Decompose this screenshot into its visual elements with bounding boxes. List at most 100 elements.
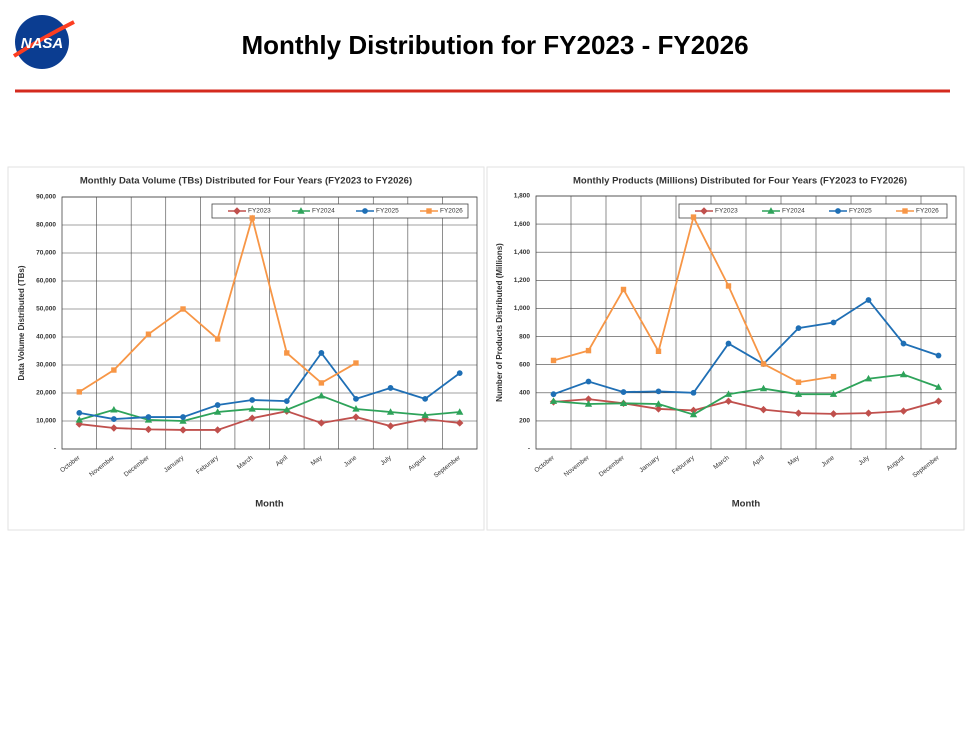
y-tick-label: 60,000 — [36, 278, 56, 285]
marker — [725, 283, 732, 289]
y-tick-label: 1,400 — [514, 249, 531, 256]
legend-label: FY2024 — [312, 208, 335, 215]
logo-circle — [15, 15, 69, 69]
marker — [830, 373, 837, 380]
y-tick-label: 200 — [519, 418, 530, 425]
marker — [110, 416, 117, 422]
marker — [620, 389, 627, 395]
legend-label: FY2025 — [376, 208, 399, 215]
marker — [550, 357, 557, 364]
legend-marker — [700, 207, 708, 215]
y-tick-label: - — [54, 446, 56, 453]
y-tick-label: 1,600 — [514, 221, 531, 228]
marker — [899, 407, 908, 415]
logo: NASA — [12, 15, 75, 69]
y-tick-label: 30,000 — [36, 362, 56, 369]
y-tick-label: 800 — [519, 333, 530, 340]
marker — [759, 405, 768, 414]
marker — [585, 347, 592, 354]
marker — [935, 352, 942, 359]
legend — [211, 203, 469, 219]
legend-label: FY2026 — [440, 208, 463, 215]
y-axis-title: Number of Products Distributed (Millions… — [495, 243, 504, 402]
series-line — [553, 298, 939, 396]
marker — [248, 405, 256, 412]
marker — [111, 367, 117, 373]
marker — [549, 397, 558, 404]
series-line — [79, 410, 460, 431]
y-tick-label: 1,200 — [514, 277, 531, 284]
marker — [144, 425, 153, 434]
marker — [760, 361, 767, 367]
marker — [317, 419, 326, 427]
marker — [794, 390, 803, 397]
marker — [110, 405, 118, 413]
y-tick-label: 1,800 — [514, 193, 531, 200]
legend-marker — [233, 207, 241, 215]
x-axis-title: Month — [732, 499, 761, 510]
marker — [934, 397, 943, 405]
marker — [900, 340, 907, 347]
y-tick-label: 70,000 — [36, 250, 56, 257]
marker — [584, 400, 593, 407]
y-tick-label: 400 — [519, 389, 530, 396]
marker — [655, 348, 662, 355]
legend-marker — [426, 208, 432, 214]
y-tick-label: 80,000 — [36, 222, 56, 229]
marker — [456, 370, 463, 377]
marker — [317, 391, 326, 399]
series-line — [553, 373, 939, 416]
marker — [318, 380, 325, 386]
legend-label: FY2025 — [849, 208, 872, 215]
series-line — [79, 351, 461, 420]
marker — [655, 388, 662, 395]
marker — [550, 391, 557, 398]
legend-marker — [902, 208, 908, 214]
legend-label: FY2023 — [248, 208, 271, 215]
marker — [214, 336, 221, 342]
slide-title: Monthly Distribution for FY2023 - FY2026 — [241, 30, 748, 60]
marker — [387, 385, 394, 391]
marker — [283, 405, 291, 413]
marker — [76, 389, 82, 395]
marker — [865, 297, 872, 303]
y-tick-label: 40,000 — [36, 334, 56, 341]
y-tick-label: 90,000 — [36, 194, 56, 201]
legend-marker — [767, 207, 775, 214]
marker — [110, 424, 118, 432]
legend-label: FY2024 — [782, 208, 805, 215]
chart-title: Monthly Products (Millions) Distributed … — [573, 176, 907, 187]
marker — [213, 408, 222, 415]
marker — [689, 410, 698, 418]
marker — [180, 414, 186, 420]
marker — [690, 214, 697, 220]
marker — [179, 426, 187, 434]
marker — [830, 319, 837, 326]
marker — [619, 399, 628, 407]
legend-marker — [835, 208, 841, 214]
marker — [75, 416, 83, 423]
marker — [724, 390, 733, 397]
marker — [654, 400, 663, 407]
marker — [353, 395, 359, 402]
marker — [283, 398, 290, 405]
marker — [724, 397, 733, 405]
y-axis-title: Data Volume Distributed (TBs) — [17, 265, 26, 380]
legend-label: FY2026 — [916, 208, 939, 215]
marker — [422, 395, 429, 402]
marker — [794, 409, 803, 417]
marker — [456, 419, 464, 427]
marker — [829, 390, 838, 397]
marker — [318, 350, 325, 356]
y-tick-label: 1,000 — [514, 305, 531, 312]
legend-marker — [297, 207, 305, 214]
marker — [145, 414, 152, 420]
legend-label: FY2023 — [715, 208, 738, 215]
y-tick-label: 20,000 — [36, 390, 56, 397]
legend — [678, 203, 948, 219]
legend-marker — [362, 208, 368, 214]
marker — [386, 408, 395, 415]
marker — [456, 408, 464, 415]
marker — [284, 350, 290, 356]
